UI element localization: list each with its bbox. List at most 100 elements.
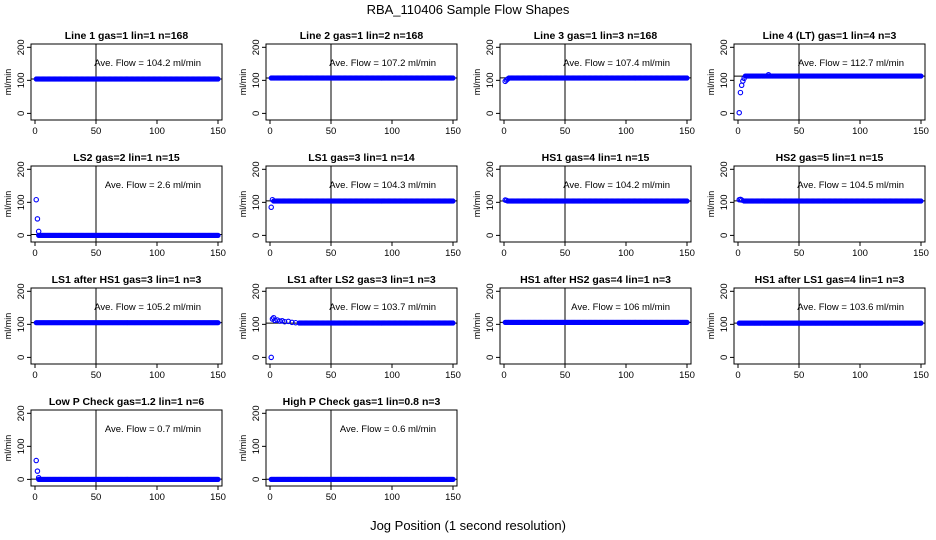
panel-10: LS1 after LS2 gas=3 lin=1 n=3 0 50 100 150 0 1… — [238, 274, 461, 381]
y-tick-label: 100 — [251, 194, 262, 210]
data-series — [33, 320, 221, 326]
x-tick-label: 150 — [445, 126, 461, 137]
x-tick-label: 150 — [210, 126, 226, 137]
average-flow-annotation: Ave. Flow = 104.5 ml/min — [797, 180, 904, 191]
y-axis-label: ml/min — [3, 191, 13, 218]
average-flow-annotation: Ave. Flow = 0.7 ml/min — [105, 424, 201, 435]
y-tick-label: 0 — [16, 355, 27, 360]
data-series — [268, 476, 456, 482]
x-tick-label: 100 — [384, 126, 400, 137]
data-point — [281, 318, 288, 325]
y-tick-label: 200 — [719, 283, 730, 299]
y-tick-label: 100 — [251, 438, 262, 454]
panel-12: HS1 after LS1 gas=4 lin=1 n=3 0 50 100 150 0 1… — [706, 274, 929, 381]
panel-title: LS1 gas=3 lin=1 n=14 — [308, 152, 415, 164]
x-tick-label: 0 — [501, 126, 506, 137]
panel-title: HS1 after HS2 gas=4 lin=1 n=3 — [520, 274, 671, 286]
data-point — [450, 198, 456, 204]
data-point — [738, 197, 745, 203]
y-axis-label: ml/min — [238, 313, 248, 340]
plot-frame — [30, 165, 223, 243]
data-point — [737, 89, 744, 96]
x-tick-label: 0 — [32, 370, 37, 381]
y-tick-label: 0 — [16, 111, 27, 116]
average-flow-annotation: Ave. Flow = 103.6 ml/min — [797, 302, 904, 313]
panel-13: Low P Check gas=1.2 lin=1 n=6 0 50 100 150 0 1… — [3, 396, 226, 503]
average-flow-annotation: Ave. Flow = 107.2 ml/min — [329, 58, 436, 69]
panel-9: LS1 after HS1 gas=3 lin=1 n=3 0 50 100 150 0 1… — [3, 274, 226, 381]
y-axis-label: ml/min — [472, 69, 482, 96]
panel-title: HS1 after LS1 gas=4 lin=1 n=3 — [755, 274, 905, 286]
y-tick-label: 200 — [251, 39, 262, 55]
x-tick-label: 100 — [852, 370, 868, 381]
x-tick-label: 150 — [210, 248, 226, 259]
data-point — [918, 198, 924, 204]
plot-frame — [499, 165, 692, 243]
y-tick-label: 100 — [16, 72, 27, 88]
data-point — [450, 320, 456, 326]
panel-title: High P Check gas=1 lin=0.8 n=3 — [283, 396, 441, 408]
average-flow-annotation: Ave. Flow = 104.3 ml/min — [329, 180, 436, 191]
y-tick-label: 100 — [719, 194, 730, 210]
data-point — [269, 196, 276, 203]
x-tick-label: 100 — [618, 126, 634, 137]
y-tick-label: 100 — [251, 316, 262, 332]
y-tick-label: 100 — [485, 194, 496, 210]
data-point — [35, 228, 42, 235]
y-axis-label: ml/min — [3, 435, 13, 462]
average-flow-annotation: Ave. Flow = 105.2 ml/min — [94, 302, 201, 313]
x-tick-label: 0 — [32, 492, 37, 503]
panel-title: Line 4 (LT) gas=1 lin=4 n=3 — [763, 30, 897, 42]
plot-frame — [499, 287, 692, 365]
data-series — [296, 320, 456, 326]
plot-frame — [733, 43, 926, 121]
x-tick-label: 100 — [149, 248, 165, 259]
y-tick-label: 0 — [251, 477, 262, 482]
average-flow-annotation: Ave. Flow = 104.2 ml/min — [563, 180, 670, 191]
panel-title: LS2 gas=2 lin=1 n=15 — [73, 152, 180, 164]
x-tick-label: 50 — [91, 492, 102, 503]
data-point — [289, 319, 295, 326]
data-point — [277, 318, 283, 324]
x-tick-label: 0 — [501, 248, 506, 259]
data-series — [36, 232, 221, 238]
y-tick-label: 100 — [485, 72, 496, 88]
plot-frame — [733, 287, 926, 365]
x-tick-label: 50 — [91, 248, 102, 259]
y-axis-label: ml/min — [238, 69, 248, 96]
data-point — [504, 76, 511, 82]
data-point — [215, 476, 221, 482]
data-point — [33, 457, 39, 464]
x-tick-label: 150 — [679, 370, 695, 381]
x-tick-label: 0 — [32, 248, 37, 259]
data-point — [35, 474, 42, 481]
y-tick-label: 0 — [485, 233, 496, 238]
y-tick-label: 200 — [251, 161, 262, 177]
x-tick-label: 0 — [735, 126, 740, 137]
y-tick-label: 100 — [719, 316, 730, 332]
panel-1: Line 1 gas=1 lin=1 n=168 0 50 100 150 0 100 200… — [3, 30, 226, 137]
data-point — [736, 109, 742, 116]
panels-grid: Line 1 gas=1 lin=1 n=168 0 50 100 150 0 100 200… — [3, 30, 929, 503]
y-tick-label: 200 — [251, 283, 262, 299]
y-tick-label: 200 — [719, 39, 730, 55]
figure-title: RBA_110406 Sample Flow Shapes — [367, 2, 570, 17]
y-tick-label: 0 — [485, 111, 496, 116]
y-tick-label: 100 — [16, 316, 27, 332]
average-flow-annotation: Ave. Flow = 2.6 ml/min — [105, 180, 201, 191]
y-tick-label: 200 — [16, 161, 27, 177]
x-tick-label: 100 — [384, 248, 400, 259]
average-flow-annotation: Ave. Flow = 103.7 ml/min — [329, 302, 436, 313]
y-tick-label: 0 — [719, 355, 730, 360]
data-point — [268, 354, 274, 361]
x-tick-label: 150 — [445, 492, 461, 503]
x-tick-label: 100 — [852, 126, 868, 137]
x-tick-label: 0 — [267, 492, 272, 503]
data-series — [36, 476, 221, 482]
y-tick-label: 100 — [16, 438, 27, 454]
x-tick-label: 50 — [560, 126, 571, 137]
plot-frame — [30, 409, 223, 487]
y-tick-label: 100 — [16, 194, 27, 210]
y-tick-label: 100 — [485, 316, 496, 332]
panel-title: HS2 gas=5 lin=1 n=15 — [776, 152, 884, 164]
